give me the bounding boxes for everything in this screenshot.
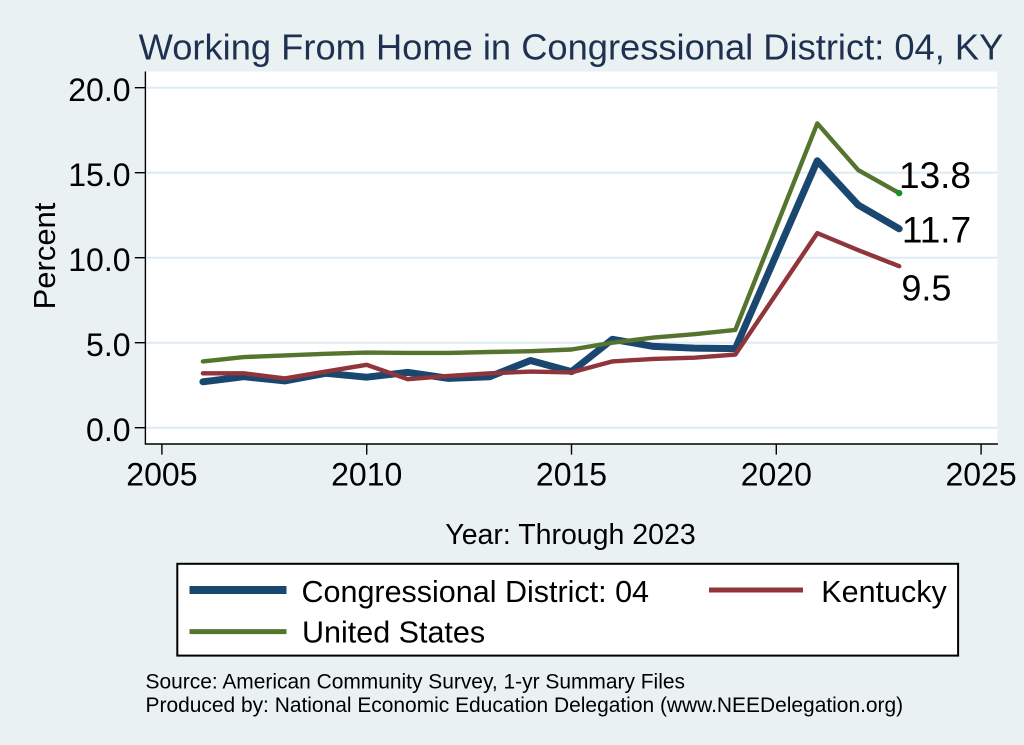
svg-text:2025: 2025 bbox=[946, 456, 1017, 492]
svg-text:13.8: 13.8 bbox=[899, 155, 971, 196]
svg-text:2015: 2015 bbox=[536, 456, 607, 492]
svg-text:20.0: 20.0 bbox=[68, 72, 130, 108]
svg-text:2010: 2010 bbox=[331, 456, 402, 492]
svg-text:Kentucky: Kentucky bbox=[821, 575, 947, 609]
svg-text:Working From Home in Congressi: Working From Home in Congressional Distr… bbox=[139, 27, 1004, 68]
svg-text:10.0: 10.0 bbox=[68, 242, 130, 278]
svg-text:15.0: 15.0 bbox=[68, 157, 130, 193]
svg-text:9.5: 9.5 bbox=[901, 267, 951, 308]
svg-text:0.0: 0.0 bbox=[86, 412, 130, 448]
svg-text:Produced by: National Economic: Produced by: National Economic Education… bbox=[146, 694, 904, 717]
svg-text:Source: American Community Sur: Source: American Community Survey, 1-yr … bbox=[146, 671, 685, 694]
svg-text:5.0: 5.0 bbox=[86, 327, 130, 363]
svg-text:2020: 2020 bbox=[741, 456, 812, 492]
svg-text:United States: United States bbox=[302, 616, 485, 650]
svg-text:2005: 2005 bbox=[126, 456, 197, 492]
svg-text:11.7: 11.7 bbox=[902, 210, 971, 251]
svg-text:Congressional District: 04: Congressional District: 04 bbox=[302, 575, 650, 609]
svg-text:Percent: Percent bbox=[27, 202, 62, 309]
svg-text:Year: Through 2023: Year: Through 2023 bbox=[445, 519, 695, 551]
